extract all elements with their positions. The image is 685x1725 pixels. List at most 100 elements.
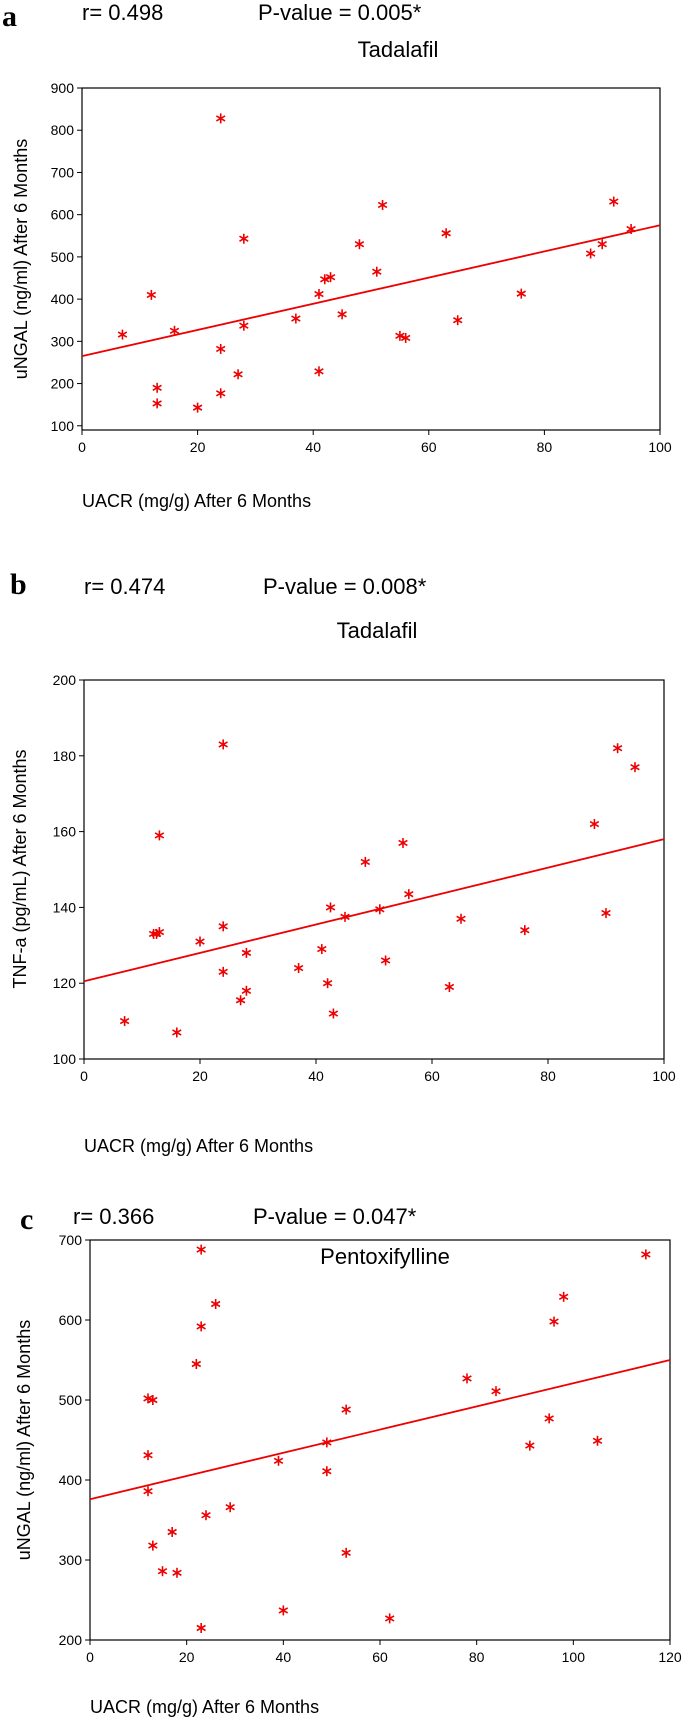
data-point-b-26 — [520, 925, 530, 936]
x-axis-label-a: UACR (mg/g) After 6 Months — [82, 491, 311, 511]
data-point-c-18 — [322, 1466, 332, 1477]
y-tick-label-a-7: 800 — [51, 122, 75, 138]
data-point-b-27 — [589, 819, 600, 830]
y-tick-label-b-0: 100 — [53, 1051, 77, 1067]
data-point-b-17 — [328, 1008, 339, 1019]
y-axis-label-c: uNGAL (ng/ml) After 6 Months — [14, 1320, 34, 1560]
x-ticks-b: 0 20 40 60 80 100 — [80, 1059, 676, 1084]
data-point-c-28 — [592, 1435, 603, 1446]
fit-line-c — [89, 1359, 671, 1501]
p-value-b: P-value = 0.008* — [263, 574, 427, 599]
x-tick-label-c-0: 0 — [86, 1649, 94, 1665]
x-tick-label-c-1: 20 — [179, 1649, 195, 1665]
y-tick-label-c-3: 500 — [59, 1392, 83, 1408]
data-point-b-20 — [375, 904, 385, 915]
data-point-b-8 — [218, 921, 228, 932]
data-point-b-7 — [218, 739, 228, 750]
chart-title-c: Pentoxifylline — [320, 1244, 450, 1269]
data-point-b-21 — [380, 955, 391, 966]
data-point-a-4 — [169, 325, 180, 336]
x-tick-label-b-5: 100 — [652, 1068, 676, 1084]
data-point-a-12 — [291, 313, 301, 324]
data-point-b-5 — [172, 1027, 182, 1038]
data-point-b-18 — [340, 911, 350, 922]
data-point-c-14 — [225, 1502, 235, 1513]
y-axis-label-b: TNF-a (pg/mL) After 6 Months — [10, 749, 30, 988]
data-points-a — [117, 113, 636, 413]
x-axis-label-b: UACR (mg/g) After 6 Months — [84, 1136, 313, 1156]
data-point-c-10 — [196, 1244, 206, 1255]
data-point-c-12 — [201, 1510, 211, 1521]
data-point-b-9 — [218, 966, 228, 977]
data-point-a-6 — [215, 113, 226, 124]
data-point-b-14 — [317, 944, 327, 955]
data-point-a-19 — [372, 266, 382, 277]
y-tick-label-b-2: 140 — [53, 899, 77, 915]
y-tick-label-c-0: 200 — [59, 1632, 83, 1648]
data-point-a-18 — [354, 239, 365, 250]
data-point-a-0 — [117, 329, 128, 340]
data-point-a-13 — [314, 366, 324, 377]
panel-letter-c: c — [20, 1203, 33, 1236]
y-tick-label-c-1: 300 — [59, 1552, 83, 1568]
y-tick-label-a-8: 900 — [51, 80, 75, 96]
x-tick-label-a-1: 20 — [190, 439, 206, 455]
fit-line-a — [81, 224, 661, 357]
data-point-a-3 — [152, 398, 162, 409]
data-point-c-1 — [148, 1395, 158, 1405]
data-point-a-17 — [337, 309, 347, 320]
data-point-c-25 — [544, 1413, 554, 1424]
panel-letter-b: b — [10, 570, 27, 601]
x-tick-label-c-4: 80 — [469, 1649, 485, 1665]
correlation-r-c: r= 0.366 — [73, 1204, 154, 1229]
data-point-c-22 — [462, 1373, 472, 1384]
panel-letter-a: a — [2, 0, 17, 33]
data-point-c-23 — [491, 1386, 501, 1397]
data-point-a-8 — [215, 343, 226, 354]
chart-title-a: Tadalafil — [358, 37, 439, 62]
data-point-c-7 — [172, 1567, 182, 1578]
data-point-b-15 — [322, 978, 333, 989]
data-point-a-25 — [516, 288, 527, 299]
y-tick-label-b-4: 180 — [53, 748, 77, 764]
data-point-c-11 — [196, 1623, 206, 1633]
data-point-c-15 — [273, 1455, 284, 1466]
plot-frame-b — [83, 679, 665, 1060]
data-point-b-24 — [444, 981, 455, 992]
data-point-a-7 — [215, 388, 226, 399]
plot-frame-a — [81, 87, 661, 431]
x-tick-label-c-6: 120 — [658, 1649, 682, 1665]
data-point-a-24 — [452, 315, 463, 326]
y-tick-label-b-1: 120 — [53, 975, 77, 991]
y-ticks-b: 100 120 140 160 180 200 — [53, 672, 84, 1067]
y-tick-label-a-1: 200 — [51, 376, 75, 392]
data-point-b-30 — [630, 762, 640, 773]
plot-frame-c — [89, 1239, 671, 1641]
y-tick-label-a-3: 400 — [51, 291, 75, 307]
x-tick-label-b-2: 40 — [308, 1068, 324, 1084]
data-point-a-20 — [377, 199, 388, 210]
data-point-c-20 — [341, 1547, 351, 1558]
data-point-c-29 — [641, 1249, 651, 1260]
y-tick-label-c-2: 400 — [59, 1472, 83, 1488]
y-tick-label-b-3: 160 — [53, 824, 77, 840]
x-tick-label-b-3: 60 — [424, 1068, 440, 1084]
y-tick-label-a-0: 100 — [51, 418, 75, 434]
p-value-c: P-value = 0.047* — [253, 1204, 417, 1229]
fit-line-b — [83, 838, 665, 983]
data-point-a-23 — [441, 228, 451, 239]
data-point-b-25 — [456, 913, 466, 924]
data-point-b-13 — [293, 963, 304, 974]
x-tick-label-a-4: 80 — [537, 439, 553, 455]
data-point-a-9 — [233, 369, 243, 380]
data-point-a-21 — [395, 330, 405, 341]
p-value-a: P-value = 0.005* — [258, 0, 422, 25]
chart-title-b: Tadalafil — [337, 618, 418, 643]
y-tick-label-c-4: 600 — [59, 1312, 83, 1328]
data-point-a-26 — [585, 248, 596, 259]
chart-panel-c: c r= 0.366 P-value = 0.047* Pentoxifylli… — [14, 1203, 682, 1717]
data-point-a-16 — [325, 272, 336, 283]
x-tick-label-c-2: 40 — [276, 1649, 292, 1665]
data-point-c-13 — [210, 1299, 221, 1309]
x-tick-label-a-5: 100 — [648, 439, 672, 455]
